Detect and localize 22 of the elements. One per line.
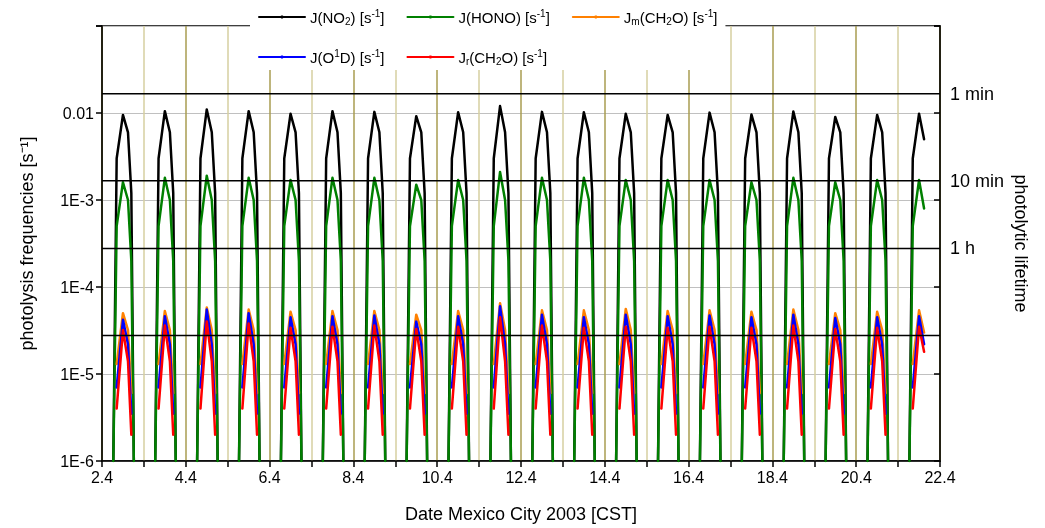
x-tick-label: 8.4 [342, 468, 365, 486]
x-axis-title: Date Mexico City 2003 [CST] [404, 504, 638, 524]
x-tick-label: 6.4 [258, 468, 281, 486]
x-tick-label: 10.4 [421, 468, 453, 486]
x-tick-label: 22.4 [924, 468, 956, 486]
y-tick-label: 1E-5 [60, 365, 95, 383]
x-tick-label: 4.4 [174, 468, 198, 486]
x-tick-label: 2.4 [90, 468, 114, 486]
x-tick-label: 18.4 [756, 468, 789, 486]
ref-line-label: 1 min [950, 83, 995, 104]
x-tick-label: 16.4 [673, 468, 705, 486]
y-tick-label: 1E-3 [60, 191, 95, 209]
x-tick-label: 20.4 [840, 468, 872, 486]
y-tick-label: 1E-6 [60, 452, 95, 470]
y-axis-title: photolysis frequencies [s⁻¹] [17, 136, 37, 351]
ref-line-label: 1 h [950, 238, 976, 259]
y-tick-label: 1E-4 [60, 278, 95, 296]
x-tick-label: 14.4 [589, 468, 621, 486]
y2-axis-title: photolytic lifetime [1011, 174, 1031, 313]
y-tick-label: 0.01 [62, 104, 95, 122]
ref-line-label: 10 min [950, 170, 1005, 191]
x-tick-label: 12.4 [505, 468, 537, 486]
